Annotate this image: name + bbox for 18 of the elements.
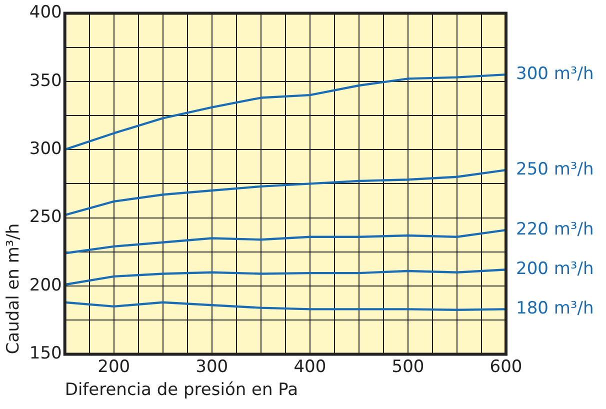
x-tick-label: 500 — [392, 356, 424, 377]
y-tick-label: 250 — [29, 207, 62, 228]
series-label: 300 m³/h — [516, 64, 594, 84]
x-tick-label: 300 — [196, 356, 228, 377]
series-label: 180 m³/h — [516, 298, 594, 319]
series-label: 200 m³/h — [516, 259, 594, 280]
y-tick-label: 350 — [29, 70, 62, 91]
x-tick-label: 600 — [490, 356, 522, 377]
y-tick-label: 150 — [29, 344, 62, 364]
x-axis-title: Diferencia de presión en Pa — [64, 380, 298, 400]
y-tick-label: 200 — [29, 275, 62, 296]
x-tick-label: 400 — [294, 356, 326, 377]
series-label: 250 m³/h — [516, 159, 594, 180]
y-axis-title: Caudal en m³/h — [4, 223, 24, 354]
y-tick-label: 300 — [29, 139, 62, 160]
x-tick-label: 200 — [98, 356, 130, 377]
y-tick-label: 400 — [29, 2, 62, 23]
series-label: 220 m³/h — [516, 220, 594, 240]
